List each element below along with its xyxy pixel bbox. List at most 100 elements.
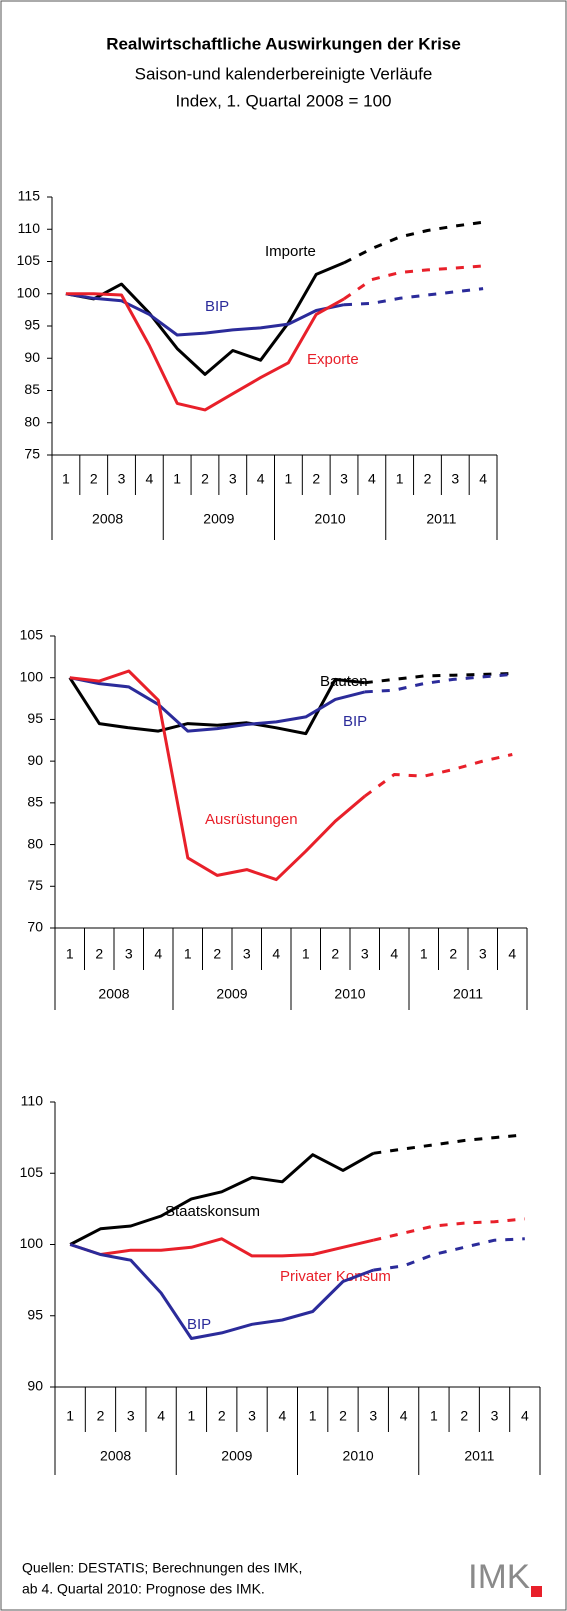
x-tick-label: 1 xyxy=(66,1408,74,1424)
x-tick-label: 4 xyxy=(278,1408,286,1424)
y-tick-label: 100 xyxy=(20,668,44,684)
series-line xyxy=(69,1237,374,1258)
group-label: 2010 xyxy=(334,986,365,1002)
forecast-line xyxy=(364,672,513,694)
x-tick-label: 1 xyxy=(285,471,293,487)
y-tick-label: 110 xyxy=(18,220,41,236)
y-tick-label: 95 xyxy=(27,1306,43,1322)
forecast-line xyxy=(343,264,484,301)
y-tick-label: 100 xyxy=(17,284,41,300)
y-tick-label: 100 xyxy=(20,1235,44,1251)
x-tick-label: 3 xyxy=(361,946,369,962)
y-tick-label: 95 xyxy=(27,710,43,726)
x-tick-label: 2 xyxy=(339,1408,347,1424)
series-label: Staatskonsum xyxy=(165,1203,260,1220)
group-label: 2010 xyxy=(343,1448,374,1464)
logo-square xyxy=(531,1586,542,1597)
x-tick-label: 2 xyxy=(218,1408,226,1424)
x-tick-label: 3 xyxy=(127,1408,135,1424)
y-tick-label: 80 xyxy=(27,835,43,851)
subtitle: Index, 1. Quartal 2008 = 100 xyxy=(176,91,392,110)
x-tick-label: 3 xyxy=(243,946,251,962)
x-tick-label: 2 xyxy=(460,1408,468,1424)
logo-text: IMK xyxy=(468,1558,530,1596)
series-label: BIP xyxy=(187,1316,211,1333)
series-line xyxy=(69,676,366,733)
forecast-line xyxy=(343,220,484,265)
x-tick-label: 2 xyxy=(97,1408,105,1424)
group-label: 2008 xyxy=(92,511,123,527)
y-tick-label: 75 xyxy=(24,446,40,462)
x-tick-label: 4 xyxy=(400,1408,408,1424)
x-tick-label: 3 xyxy=(125,946,133,962)
y-tick-label: 110 xyxy=(21,1093,44,1109)
x-tick-label: 4 xyxy=(368,471,376,487)
series-line xyxy=(69,1151,375,1246)
x-tick-label: 3 xyxy=(118,471,126,487)
y-tick-label: 70 xyxy=(27,919,43,935)
y-tick-label: 85 xyxy=(24,381,40,397)
x-tick-label: 1 xyxy=(420,946,428,962)
x-tick-label: 3 xyxy=(248,1408,256,1424)
x-tick-label: 3 xyxy=(229,471,237,487)
series-line xyxy=(68,676,365,736)
group-label: 2009 xyxy=(203,511,234,527)
x-tick-label: 4 xyxy=(521,1408,529,1424)
series-label: Importe xyxy=(265,243,316,260)
title: Realwirtschaftliche Auswirkungen der Kri… xyxy=(106,34,461,53)
x-tick-label: 2 xyxy=(95,946,103,962)
x-tick-label: 2 xyxy=(213,946,221,962)
y-tick-label: 115 xyxy=(18,188,41,204)
x-tick-label: 4 xyxy=(272,946,280,962)
series-line xyxy=(69,1243,374,1340)
x-tick-label: 1 xyxy=(309,1408,317,1424)
group-label: 2011 xyxy=(426,511,456,527)
group-label: 2009 xyxy=(221,1448,252,1464)
series-line xyxy=(65,292,345,412)
series-label: BIP xyxy=(343,713,367,730)
x-tick-label: 3 xyxy=(369,1408,377,1424)
series-label: Bauten xyxy=(320,673,368,690)
x-tick-label: 1 xyxy=(302,946,310,962)
source-note: ab 4. Quartal 2010: Prognose des IMK. xyxy=(22,1581,265,1597)
y-tick-label: 75 xyxy=(27,877,43,893)
x-tick-label: 2 xyxy=(201,471,209,487)
x-tick-label: 3 xyxy=(340,471,348,487)
y-tick-label: 90 xyxy=(27,752,43,768)
y-tick-label: 105 xyxy=(17,252,41,268)
x-tick-label: 4 xyxy=(508,946,516,962)
y-tick-label: 80 xyxy=(24,413,40,429)
x-tick-label: 1 xyxy=(173,471,181,487)
x-tick-label: 4 xyxy=(257,471,265,487)
x-tick-label: 2 xyxy=(312,471,320,487)
x-tick-label: 4 xyxy=(479,471,487,487)
x-tick-label: 1 xyxy=(62,471,70,487)
group-label: 2008 xyxy=(100,1448,131,1464)
x-tick-label: 1 xyxy=(396,471,404,487)
x-tick-label: 3 xyxy=(451,471,459,487)
series-label: Privater Konsum xyxy=(280,1268,391,1285)
x-tick-label: 3 xyxy=(491,1408,499,1424)
y-tick-label: 90 xyxy=(27,1378,43,1394)
series-label: BIP xyxy=(205,298,229,315)
group-label: 2010 xyxy=(315,511,346,527)
series-label: Exporte xyxy=(307,351,359,368)
x-tick-label: 4 xyxy=(390,946,398,962)
x-tick-label: 1 xyxy=(184,946,192,962)
x-tick-label: 4 xyxy=(157,1408,165,1424)
x-tick-label: 1 xyxy=(188,1408,196,1424)
x-tick-label: 2 xyxy=(449,946,457,962)
y-tick-label: 105 xyxy=(20,627,44,643)
y-tick-label: 95 xyxy=(24,317,40,333)
x-tick-label: 2 xyxy=(424,471,432,487)
x-tick-label: 4 xyxy=(145,471,153,487)
x-tick-label: 2 xyxy=(331,946,339,962)
subtitle: Saison-und kalenderbereinigte Verläufe xyxy=(135,64,433,83)
x-tick-label: 1 xyxy=(430,1408,438,1424)
group-label: 2011 xyxy=(453,986,483,1002)
forecast-line xyxy=(364,672,513,685)
series-line xyxy=(65,261,345,376)
forecast-line xyxy=(343,287,484,307)
